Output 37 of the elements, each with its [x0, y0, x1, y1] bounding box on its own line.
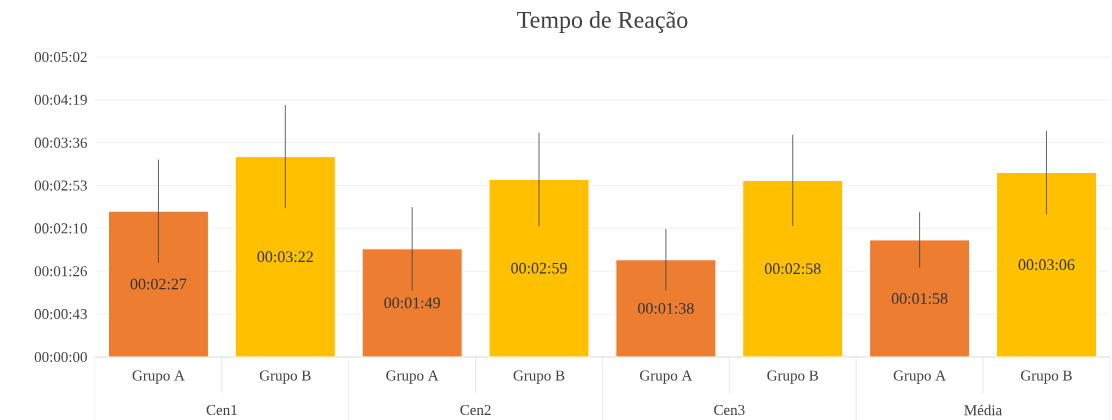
y-tick-label: 00:01:26 — [34, 266, 88, 277]
bar — [615, 259, 717, 358]
text: Cen2 — [460, 404, 491, 416]
bar — [869, 239, 971, 358]
data-label: 00:02:27 — [130, 278, 187, 290]
x-tick-label: Grupo A — [386, 370, 439, 384]
data-label: 00:01:49 — [384, 297, 440, 309]
y-tick-label: 00:00:43 — [34, 309, 87, 320]
chart-title: Tempo de Reação — [517, 11, 688, 33]
y-tick-label: 00:03:36 — [34, 137, 88, 148]
y-tick-label: 00:02:10 — [34, 223, 87, 234]
bar — [742, 179, 844, 358]
y-tick-label: 00:02:53 — [34, 180, 87, 191]
y-tick-label: 00:05:02 — [34, 51, 87, 63]
data-label: 00:03:22 — [257, 251, 313, 263]
data-label: 00:02:59 — [511, 262, 567, 274]
data-label: 00:02:58 — [764, 263, 821, 275]
y-tick-label: 00:00:00 — [34, 351, 87, 363]
x-tick-label: Grupo B — [1021, 370, 1072, 384]
text: Média — [964, 404, 1002, 416]
bar — [995, 171, 1097, 358]
bar — [107, 210, 209, 358]
x-tick-label: Grupo A — [893, 370, 946, 384]
x-tick-label: Grupo B — [513, 370, 565, 384]
x-tick-label: Grupo A — [132, 370, 185, 384]
x-tick-label: Grupo B — [767, 370, 819, 384]
y-tick-label: 00:04:19 — [34, 94, 87, 105]
x-tick-label: Grupo B — [259, 370, 311, 384]
text: Cen3 — [714, 404, 745, 416]
bar — [234, 156, 336, 358]
data-label: 00:01:58 — [891, 293, 948, 304]
data-label: 00:03:06 — [1018, 259, 1075, 271]
x-tick-label: Grupo A — [640, 370, 693, 384]
data-label: 00:01:38 — [638, 302, 694, 314]
bar — [488, 178, 590, 358]
text: Cen1 — [206, 404, 237, 416]
bar — [361, 248, 463, 358]
